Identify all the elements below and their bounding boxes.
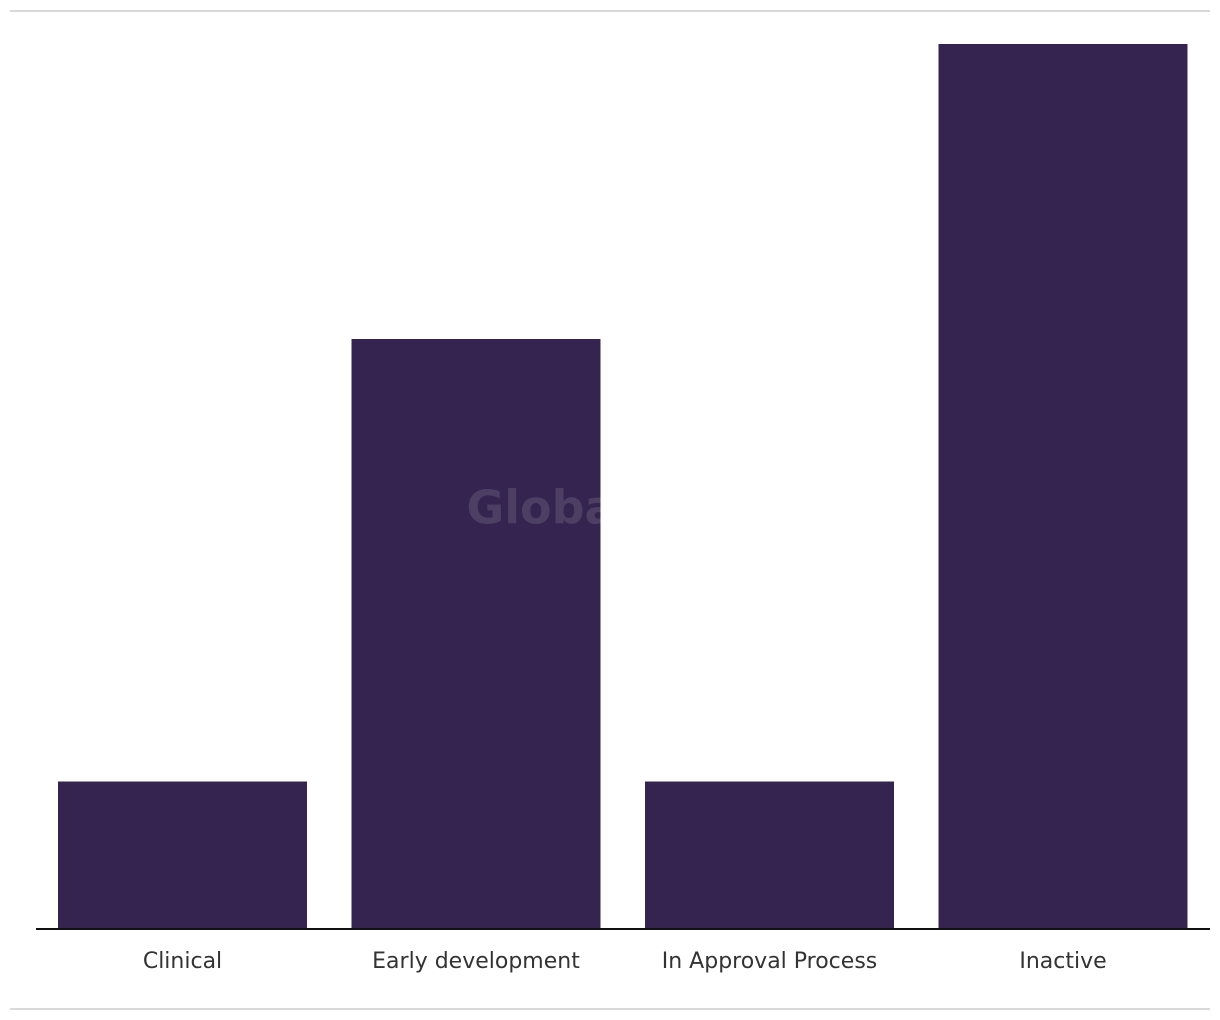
bar xyxy=(58,781,307,929)
x-tick-label: Inactive xyxy=(1019,949,1106,974)
watermark: GlobalData xyxy=(466,481,753,535)
x-tick-label: In Approval Process xyxy=(662,949,878,974)
bar xyxy=(351,339,601,929)
bar xyxy=(938,44,1188,929)
x-tick-label: Clinical xyxy=(143,949,222,974)
bar xyxy=(645,781,894,929)
x-tick-label: Early development xyxy=(372,949,580,974)
